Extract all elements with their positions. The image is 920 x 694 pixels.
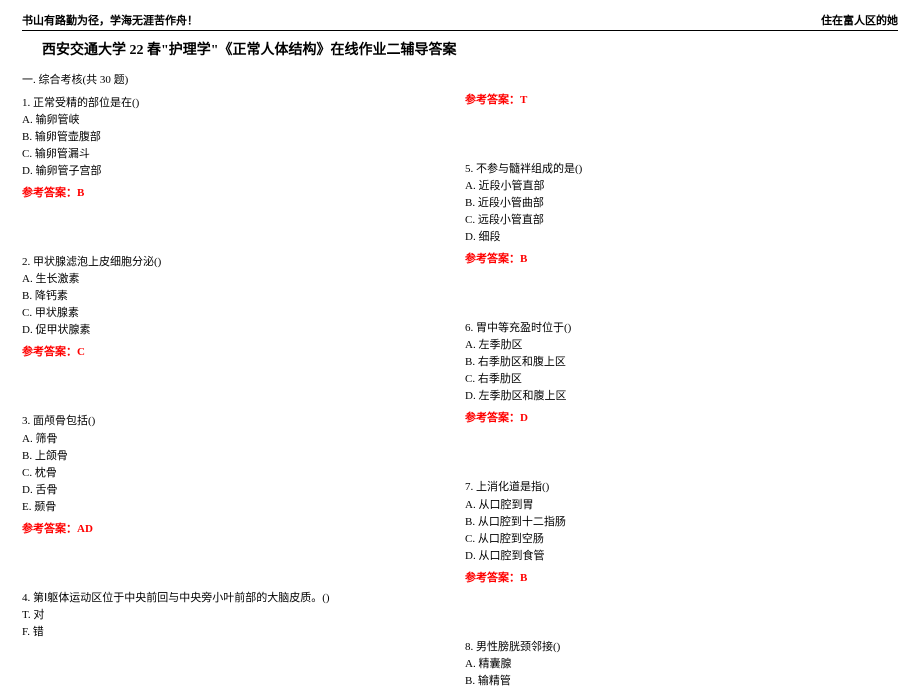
q3-stem: 面颅骨包括() bbox=[33, 415, 95, 427]
q2-answer-val: C bbox=[77, 346, 85, 358]
q6-stem: 胃中等充盈时位于() bbox=[476, 322, 571, 334]
q1-answer: 参考答案：B bbox=[22, 184, 455, 200]
q7-num: 7. bbox=[465, 481, 473, 493]
q8-opt-b: B. 输精管 bbox=[465, 673, 898, 690]
q3-answer: 参考答案：AD bbox=[22, 520, 455, 536]
question-3: 3. 面颅骨包括() A. 筛骨 B. 上颌骨 C. 枕骨 D. 舌骨 E. 颞… bbox=[22, 413, 455, 515]
q1-opt-a: A. 输卵管峡 bbox=[22, 112, 455, 129]
q3-num: 3. bbox=[22, 415, 30, 427]
q8-opt-a: A. 精囊腺 bbox=[465, 656, 898, 673]
q7-answer: 参考答案：B bbox=[465, 569, 898, 585]
q3-opt-d: D. 舌骨 bbox=[22, 482, 455, 499]
column-right: 参考答案：T 5. 不参与髓袢组成的是() A. 近段小管直部 B. 近段小管曲… bbox=[455, 91, 898, 694]
column-left: 1. 正常受精的部位是在() A. 输卵管峡 B. 输卵管壶腹部 C. 输卵管漏… bbox=[22, 91, 455, 694]
q7-opt-c: C. 从口腔到空肠 bbox=[465, 531, 898, 548]
section-header: 一. 综合考核(共 30 题) bbox=[22, 65, 898, 91]
ans-prefix: 参考答案： bbox=[465, 94, 520, 106]
q5-opt-a: A. 近段小管直部 bbox=[465, 178, 898, 195]
q2-opt-b: B. 降钙素 bbox=[22, 288, 455, 305]
q2-opt-a: A. 生长激素 bbox=[22, 271, 455, 288]
q2-num: 2. bbox=[22, 256, 30, 268]
header-right: 住在富人区的她 bbox=[821, 12, 898, 28]
q5-opt-b: B. 近段小管曲部 bbox=[465, 195, 898, 212]
q4-answer: 参考答案：T bbox=[465, 91, 898, 107]
q7-opt-b: B. 从口腔到十二指肠 bbox=[465, 514, 898, 531]
q3-opt-a: A. 筛骨 bbox=[22, 431, 455, 448]
q3-opt-c: C. 枕骨 bbox=[22, 465, 455, 482]
q6-opt-a: A. 左季肋区 bbox=[465, 337, 898, 354]
q1-stem: 正常受精的部位是在() bbox=[33, 97, 139, 109]
q5-answer-val: B bbox=[520, 253, 527, 265]
q4-opt-t: T. 对 bbox=[22, 607, 455, 624]
question-1: 1. 正常受精的部位是在() A. 输卵管峡 B. 输卵管壶腹部 C. 输卵管漏… bbox=[22, 95, 455, 180]
q3-opt-b: B. 上颌骨 bbox=[22, 448, 455, 465]
q6-opt-b: B. 右季肋区和腹上区 bbox=[465, 354, 898, 371]
q7-answer-val: B bbox=[520, 572, 527, 584]
question-2: 2. 甲状腺滤泡上皮细胞分泌() A. 生长激素 B. 降钙素 C. 甲状腺素 … bbox=[22, 254, 455, 339]
q5-opt-c: C. 远段小管直部 bbox=[465, 212, 898, 229]
ans-prefix: 参考答案： bbox=[465, 412, 520, 424]
q2-stem: 甲状腺滤泡上皮细胞分泌() bbox=[33, 256, 161, 268]
q4-num: 4. bbox=[22, 592, 30, 604]
question-5: 5. 不参与髓袢组成的是() A. 近段小管直部 B. 近段小管曲部 C. 远段… bbox=[465, 161, 898, 246]
question-7: 7. 上消化道是指() A. 从口腔到胃 B. 从口腔到十二指肠 C. 从口腔到… bbox=[465, 479, 898, 564]
q6-answer: 参考答案：D bbox=[465, 409, 898, 425]
q1-answer-val: B bbox=[77, 187, 84, 199]
ans-prefix: 参考答案： bbox=[465, 572, 520, 584]
q5-num: 5. bbox=[465, 163, 473, 175]
q1-num: 1. bbox=[22, 97, 30, 109]
q2-answer: 参考答案：C bbox=[22, 343, 455, 359]
q2-opt-c: C. 甲状腺素 bbox=[22, 305, 455, 322]
q1-opt-d: D. 输卵管子宫部 bbox=[22, 163, 455, 180]
header-left: 书山有路勤为径，学海无涯苦作舟！ bbox=[22, 12, 198, 28]
ans-prefix: 参考答案： bbox=[22, 523, 77, 535]
q4-answer-val: T bbox=[520, 94, 527, 106]
q5-opt-d: D. 细段 bbox=[465, 229, 898, 246]
q4-opt-f: F. 错 bbox=[22, 624, 455, 641]
q6-answer-val: D bbox=[520, 412, 528, 424]
q1-opt-c: C. 输卵管漏斗 bbox=[22, 146, 455, 163]
q5-answer: 参考答案：B bbox=[465, 250, 898, 266]
q7-opt-a: A. 从口腔到胃 bbox=[465, 497, 898, 514]
q6-num: 6. bbox=[465, 322, 473, 334]
q2-opt-d: D. 促甲状腺素 bbox=[22, 322, 455, 339]
q1-opt-b: B. 输卵管壶腹部 bbox=[22, 129, 455, 146]
q6-opt-c: C. 右季肋区 bbox=[465, 371, 898, 388]
q3-answer-val: AD bbox=[77, 523, 93, 535]
q6-opt-d: D. 左季肋区和腹上区 bbox=[465, 388, 898, 405]
page-title: 西安交通大学 22 春"护理学"《正常人体结构》在线作业二辅导答案 bbox=[42, 43, 457, 58]
question-4: 4. 第Ⅰ躯体运动区位于中央前回与中央旁小叶前部的大脑皮质。() T. 对 F.… bbox=[22, 590, 455, 641]
question-8: 8. 男性膀胱颈邻接() A. 精囊腺 B. 输精管 bbox=[465, 639, 898, 690]
q7-stem: 上消化道是指() bbox=[476, 481, 549, 493]
ans-prefix: 参考答案： bbox=[22, 187, 77, 199]
ans-prefix: 参考答案： bbox=[22, 346, 77, 358]
q3-opt-e: E. 颞骨 bbox=[22, 499, 455, 516]
q5-stem: 不参与髓袢组成的是() bbox=[476, 163, 582, 175]
q7-opt-d: D. 从口腔到食管 bbox=[465, 548, 898, 565]
question-6: 6. 胃中等充盈时位于() A. 左季肋区 B. 右季肋区和腹上区 C. 右季肋… bbox=[465, 320, 898, 405]
q4-stem: 第Ⅰ躯体运动区位于中央前回与中央旁小叶前部的大脑皮质。() bbox=[33, 592, 330, 604]
ans-prefix: 参考答案： bbox=[465, 253, 520, 265]
